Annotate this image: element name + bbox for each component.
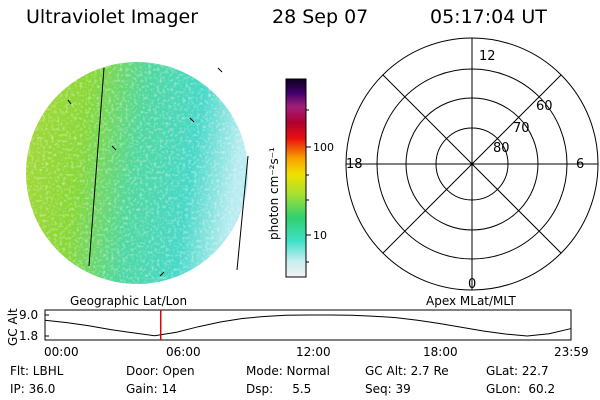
mlt-label-0: 0	[468, 277, 476, 292]
info-mode: Mode: Normal	[246, 364, 330, 378]
x-tick-1800: 18:00	[423, 345, 458, 359]
info-seq: Seq: 39	[365, 382, 411, 396]
y-axis-title: GC Alt	[6, 308, 20, 346]
date-label: 28 Sep 07	[272, 6, 369, 28]
polar-plot	[345, 37, 599, 291]
info-gc-alt: GC Alt: 2.7 Re	[365, 364, 449, 378]
mlt-label-18: 18	[346, 157, 363, 172]
polar-diagonal-2	[382, 74, 562, 254]
info-ip: IP: 36.0	[10, 382, 56, 396]
mlt-label-12: 12	[479, 49, 496, 64]
colorbar-tick-10: 10	[313, 229, 327, 242]
series-line-0	[44, 314, 571, 337]
info-gain: Gain: 14	[126, 382, 177, 396]
info-door: Door: Open	[126, 364, 195, 378]
mlat-label-70: 70	[513, 121, 530, 136]
time-label: 05:17:04 UT	[430, 6, 547, 28]
y-tick-1.8: 1.8	[19, 329, 38, 343]
uv-image	[26, 62, 249, 284]
colorbar-tick-100: 100	[313, 141, 334, 154]
x-tick-2359: 23:59	[554, 345, 589, 359]
mlt-label-6: 6	[576, 157, 584, 172]
uv-image-noise	[26, 62, 248, 284]
instrument-title: Ultraviolet Imager	[26, 6, 199, 28]
x-tick-0000: 00:00	[44, 345, 79, 359]
timeline-left-label: Geographic Lat/Lon	[70, 294, 187, 308]
info-glon: GLon: 60.2	[486, 382, 556, 396]
colorbar: 100 10 photon cm⁻²s⁻¹	[267, 78, 334, 278]
series-layer	[44, 310, 571, 340]
info-flt: Flt: LBHL	[10, 364, 64, 378]
timeline-right-label: Apex MLat/MLT	[426, 294, 516, 308]
x-tick-0600: 06:00	[166, 345, 201, 359]
x-tick-1200: 12:00	[296, 345, 331, 359]
plot-frame	[44, 309, 572, 341]
mlat-label-80: 80	[493, 141, 510, 156]
colorbar-scale	[285, 78, 307, 278]
info-glat: GLat: 22.7	[486, 364, 549, 378]
y-tick-9: 9.0	[19, 308, 38, 322]
limb-line	[236, 155, 249, 271]
colorbar-label: photon cm⁻²s⁻¹	[267, 147, 281, 240]
timeline-chart: Geographic Lat/Lon Apex MLat/MLT GC Alt …	[6, 294, 589, 359]
mlat-label-60: 60	[536, 99, 553, 114]
meridian-line	[88, 67, 105, 267]
info-dsp: Dsp: 5.5	[246, 382, 312, 396]
